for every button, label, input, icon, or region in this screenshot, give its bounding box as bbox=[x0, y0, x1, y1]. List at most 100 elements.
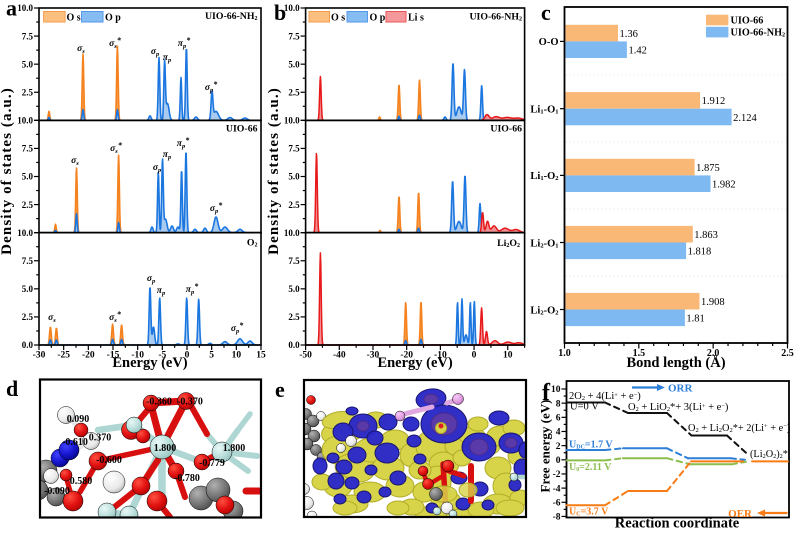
svg-text:7.5: 7.5 bbox=[288, 144, 300, 154]
svg-text:ORR: ORR bbox=[668, 383, 694, 395]
svg-text:-0.360: -0.360 bbox=[146, 397, 172, 408]
svg-text:2O2 + 4(Li+ + e−): 2O2 + 4(Li+ + e−) bbox=[569, 391, 641, 402]
svg-text:10: 10 bbox=[551, 385, 561, 395]
svg-text:Li2-O2: Li2-O2 bbox=[530, 305, 558, 316]
svg-text:5.0: 5.0 bbox=[22, 284, 34, 294]
svg-text:0: 0 bbox=[556, 456, 561, 466]
svg-text:Density of states (a.u.): Density of states (a.u.) bbox=[266, 87, 282, 255]
svg-text:2.5: 2.5 bbox=[288, 87, 300, 97]
svg-text:1.42: 1.42 bbox=[628, 46, 646, 57]
svg-text:b: b bbox=[274, 0, 286, 25]
svg-text:-0.370: -0.370 bbox=[177, 397, 203, 408]
svg-text:10.0: 10.0 bbox=[17, 3, 33, 13]
svg-text:O p: O p bbox=[105, 13, 121, 24]
svg-text:0: 0 bbox=[185, 351, 190, 361]
svg-text:Li s: Li s bbox=[408, 13, 424, 24]
svg-text:5.0: 5.0 bbox=[288, 284, 300, 294]
svg-text:σs: σs bbox=[71, 156, 79, 167]
svg-text:-40: -40 bbox=[333, 351, 346, 361]
svg-text:πp: πp bbox=[163, 150, 172, 161]
svg-text:1.875: 1.875 bbox=[696, 163, 720, 174]
svg-text:Reaction coordinate: Reaction coordinate bbox=[615, 516, 740, 532]
svg-text:8: 8 bbox=[556, 399, 561, 409]
svg-text:5.0: 5.0 bbox=[22, 172, 34, 182]
svg-text:5.0: 5.0 bbox=[288, 172, 300, 182]
svg-text:10: 10 bbox=[232, 351, 242, 361]
svg-text:O s: O s bbox=[67, 13, 81, 24]
svg-text:-4: -4 bbox=[553, 484, 561, 494]
svg-text:e: e bbox=[275, 377, 285, 402]
svg-text:1.5: 1.5 bbox=[633, 348, 646, 359]
svg-text:10.0: 10.0 bbox=[284, 228, 300, 238]
svg-text:Li2O2: Li2O2 bbox=[497, 238, 520, 249]
svg-text:1.0: 1.0 bbox=[558, 348, 571, 359]
svg-text:1.800: 1.800 bbox=[223, 443, 246, 454]
svg-text:σs: σs bbox=[77, 44, 85, 55]
svg-text:UIO-66-NH2: UIO-66-NH2 bbox=[731, 28, 786, 39]
svg-text:-10: -10 bbox=[131, 351, 144, 361]
svg-text:Bond length (Å): Bond length (Å) bbox=[626, 355, 725, 371]
svg-text:1.863: 1.863 bbox=[694, 230, 718, 241]
svg-text:1.36: 1.36 bbox=[620, 29, 638, 40]
svg-text:Density of states (a.u.): Density of states (a.u.) bbox=[0, 87, 15, 255]
svg-text:Energy (eV): Energy (eV) bbox=[377, 355, 452, 371]
svg-text:-30: -30 bbox=[33, 351, 46, 361]
svg-text:7.5: 7.5 bbox=[22, 144, 34, 154]
svg-text:2.5: 2.5 bbox=[288, 312, 300, 322]
svg-text:Li1-O1: Li1-O1 bbox=[530, 105, 558, 116]
svg-text:-30: -30 bbox=[367, 351, 380, 361]
svg-text:Li1-O2: Li1-O2 bbox=[530, 171, 558, 182]
svg-text:0: 0 bbox=[472, 351, 477, 361]
svg-text:1.800: 1.800 bbox=[154, 443, 177, 454]
svg-text:-5: -5 bbox=[158, 351, 166, 361]
svg-text:2.5: 2.5 bbox=[22, 87, 34, 97]
svg-text:O p: O p bbox=[370, 13, 386, 24]
svg-text:Energy (eV): Energy (eV) bbox=[112, 355, 187, 371]
svg-text:-25: -25 bbox=[57, 351, 70, 361]
svg-text:7.5: 7.5 bbox=[288, 31, 300, 41]
svg-text:4: 4 bbox=[556, 428, 561, 438]
svg-text:UC=3.7 V: UC=3.7 V bbox=[569, 507, 609, 518]
svg-text:-50: -50 bbox=[299, 351, 312, 361]
svg-text:Free energy (eV): Free energy (eV) bbox=[538, 400, 553, 493]
svg-text:15: 15 bbox=[256, 351, 266, 361]
svg-text:7.5: 7.5 bbox=[288, 256, 300, 266]
svg-text:πp: πp bbox=[163, 53, 172, 64]
svg-text:10: 10 bbox=[503, 351, 513, 361]
svg-text:σp: σp bbox=[153, 163, 162, 174]
svg-text:σs: σs bbox=[48, 313, 56, 324]
svg-text:10.0: 10.0 bbox=[284, 3, 300, 13]
svg-text:0.370: 0.370 bbox=[89, 433, 112, 444]
svg-text:-20: -20 bbox=[400, 351, 413, 361]
svg-text:2.5: 2.5 bbox=[781, 348, 794, 359]
svg-text:-20: -20 bbox=[82, 351, 95, 361]
svg-text:2.124: 2.124 bbox=[733, 113, 757, 124]
svg-text:-8: -8 bbox=[553, 513, 561, 523]
svg-text:2.5: 2.5 bbox=[22, 200, 34, 210]
svg-text:10.0: 10.0 bbox=[17, 116, 33, 126]
svg-text:d: d bbox=[6, 376, 18, 401]
svg-text:UIO-66-NH2: UIO-66-NH2 bbox=[205, 11, 258, 22]
svg-text:1.818: 1.818 bbox=[688, 247, 712, 258]
svg-text:0.0: 0.0 bbox=[288, 340, 300, 350]
svg-text:0.0: 0.0 bbox=[22, 340, 34, 350]
svg-text:2: 2 bbox=[556, 442, 561, 452]
svg-text:O2 + LiO2*+ 3(Li+ + e−): O2 + LiO2*+ 3(Li+ + e−) bbox=[628, 402, 729, 413]
svg-text:-0.090: -0.090 bbox=[44, 486, 70, 497]
svg-text:10.0: 10.0 bbox=[284, 116, 300, 126]
svg-text:2.5: 2.5 bbox=[288, 200, 300, 210]
svg-text:1.912: 1.912 bbox=[702, 96, 726, 107]
svg-text:1.81: 1.81 bbox=[686, 314, 704, 325]
svg-text:Li2-O1: Li2-O1 bbox=[530, 238, 558, 249]
svg-text:-15: -15 bbox=[107, 351, 120, 361]
svg-text:-2: -2 bbox=[553, 470, 561, 480]
svg-text:O2: O2 bbox=[247, 238, 258, 249]
svg-text:UIO-66: UIO-66 bbox=[226, 124, 258, 135]
svg-text:-10: -10 bbox=[434, 351, 447, 361]
svg-text:10.0: 10.0 bbox=[17, 228, 33, 238]
svg-text:-6: -6 bbox=[553, 498, 561, 508]
svg-text:UDC=1.7 V: UDC=1.7 V bbox=[569, 440, 613, 451]
svg-text:0.090: 0.090 bbox=[67, 414, 90, 425]
svg-text:σp: σp bbox=[147, 274, 156, 285]
svg-text:-0.779: -0.779 bbox=[199, 458, 225, 469]
